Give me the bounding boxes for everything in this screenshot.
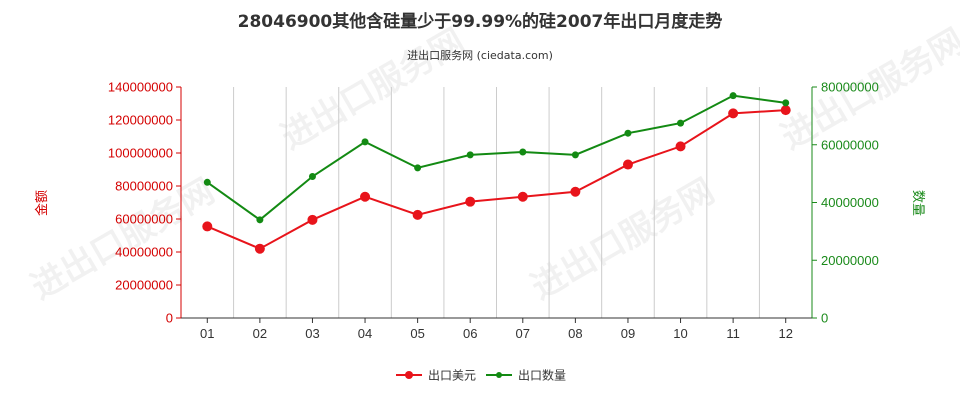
x-tick-label: 07 bbox=[516, 326, 530, 341]
right-tick-label: 60000000 bbox=[821, 137, 879, 152]
x-tick-label: 02 bbox=[253, 326, 267, 341]
right-tick-label: 0 bbox=[821, 311, 828, 326]
watermark-text: 进出口服务网 bbox=[275, 21, 472, 158]
data-point-series-1 bbox=[412, 209, 423, 220]
data-point-series-2 bbox=[203, 178, 211, 186]
data-point-series-2 bbox=[782, 99, 790, 107]
left-tick-label: 100000000 bbox=[108, 146, 173, 161]
series-line-2 bbox=[206, 94, 786, 222]
legend-label: 出口美元 bbox=[428, 369, 476, 383]
data-point-series-1 bbox=[622, 159, 633, 170]
data-point-series-2 bbox=[308, 173, 316, 181]
data-point-series-1 bbox=[728, 108, 739, 119]
data-point-series-2 bbox=[519, 148, 527, 156]
left-tick-label: 80000000 bbox=[115, 179, 173, 194]
left-tick-label: 140000000 bbox=[108, 80, 173, 95]
data-point-series-1 bbox=[570, 186, 581, 197]
data-point-series-2 bbox=[361, 138, 369, 146]
x-tick-label: 09 bbox=[621, 326, 635, 341]
data-point-series-2 bbox=[256, 216, 264, 224]
data-point-series-1 bbox=[254, 243, 265, 254]
series-layer bbox=[202, 92, 791, 254]
legend-label: 出口数量 bbox=[518, 368, 566, 383]
data-point-series-2 bbox=[466, 151, 474, 159]
x-tick-label: 01 bbox=[200, 326, 214, 341]
watermark-text: 进出口服务网 bbox=[525, 171, 722, 308]
data-point-series-1 bbox=[465, 196, 476, 207]
right-tick-label: 80000000 bbox=[821, 80, 879, 95]
left-axis-label: 金额 bbox=[34, 190, 50, 216]
x-tick-label: 04 bbox=[358, 326, 372, 341]
x-tick-label: 11 bbox=[726, 326, 740, 341]
data-point-series-1 bbox=[780, 105, 791, 116]
data-point-series-2 bbox=[729, 92, 737, 100]
data-point-series-2 bbox=[414, 164, 422, 172]
right-axis-ticks: 0 20000000 40000000 60000000 80000000 bbox=[812, 80, 879, 326]
left-tick-label: 40000000 bbox=[115, 245, 173, 260]
series-line-1 bbox=[206, 109, 786, 250]
x-tick-label: 05 bbox=[410, 326, 424, 341]
data-point-series-1 bbox=[202, 221, 213, 232]
data-point-series-1 bbox=[675, 141, 686, 152]
x-axis-ticks: 01 02 03 04 05 06 07 08 09 10 11 12 bbox=[200, 318, 793, 341]
x-tick-label: 06 bbox=[463, 326, 477, 341]
left-axis-ticks: 0 20000000 40000000 60000000 80000000 1000000… bbox=[108, 80, 181, 326]
x-tick-label: 12 bbox=[778, 326, 792, 341]
data-point-series-1 bbox=[517, 191, 528, 202]
left-tick-label: 20000000 bbox=[115, 278, 173, 293]
right-tick-label: 20000000 bbox=[821, 253, 879, 268]
chart-title: 28046900其他含硅量少于99.99%的硅2007年出口月度走势 bbox=[238, 11, 723, 32]
legend: 出口美元 出口数量 bbox=[396, 368, 566, 383]
left-tick-label: 0 bbox=[166, 311, 173, 326]
right-axis-label: 数量 bbox=[910, 190, 925, 216]
x-tick-label: 10 bbox=[673, 326, 687, 341]
x-tick-label: 03 bbox=[305, 326, 319, 341]
data-point-series-1 bbox=[360, 191, 371, 202]
left-tick-label: 120000000 bbox=[108, 113, 173, 128]
chart-subtitle: 进出口服务网 (ciedata.com) bbox=[407, 48, 553, 62]
right-tick-label: 40000000 bbox=[821, 195, 879, 210]
data-point-series-2 bbox=[571, 151, 579, 159]
data-point-series-1 bbox=[307, 214, 318, 225]
data-point-series-2 bbox=[677, 119, 685, 127]
legend-swatch-marker bbox=[496, 372, 502, 378]
left-tick-label: 60000000 bbox=[115, 212, 173, 227]
x-tick-label: 08 bbox=[568, 326, 582, 341]
legend-swatch-marker bbox=[405, 371, 413, 379]
data-point-series-2 bbox=[624, 129, 632, 137]
